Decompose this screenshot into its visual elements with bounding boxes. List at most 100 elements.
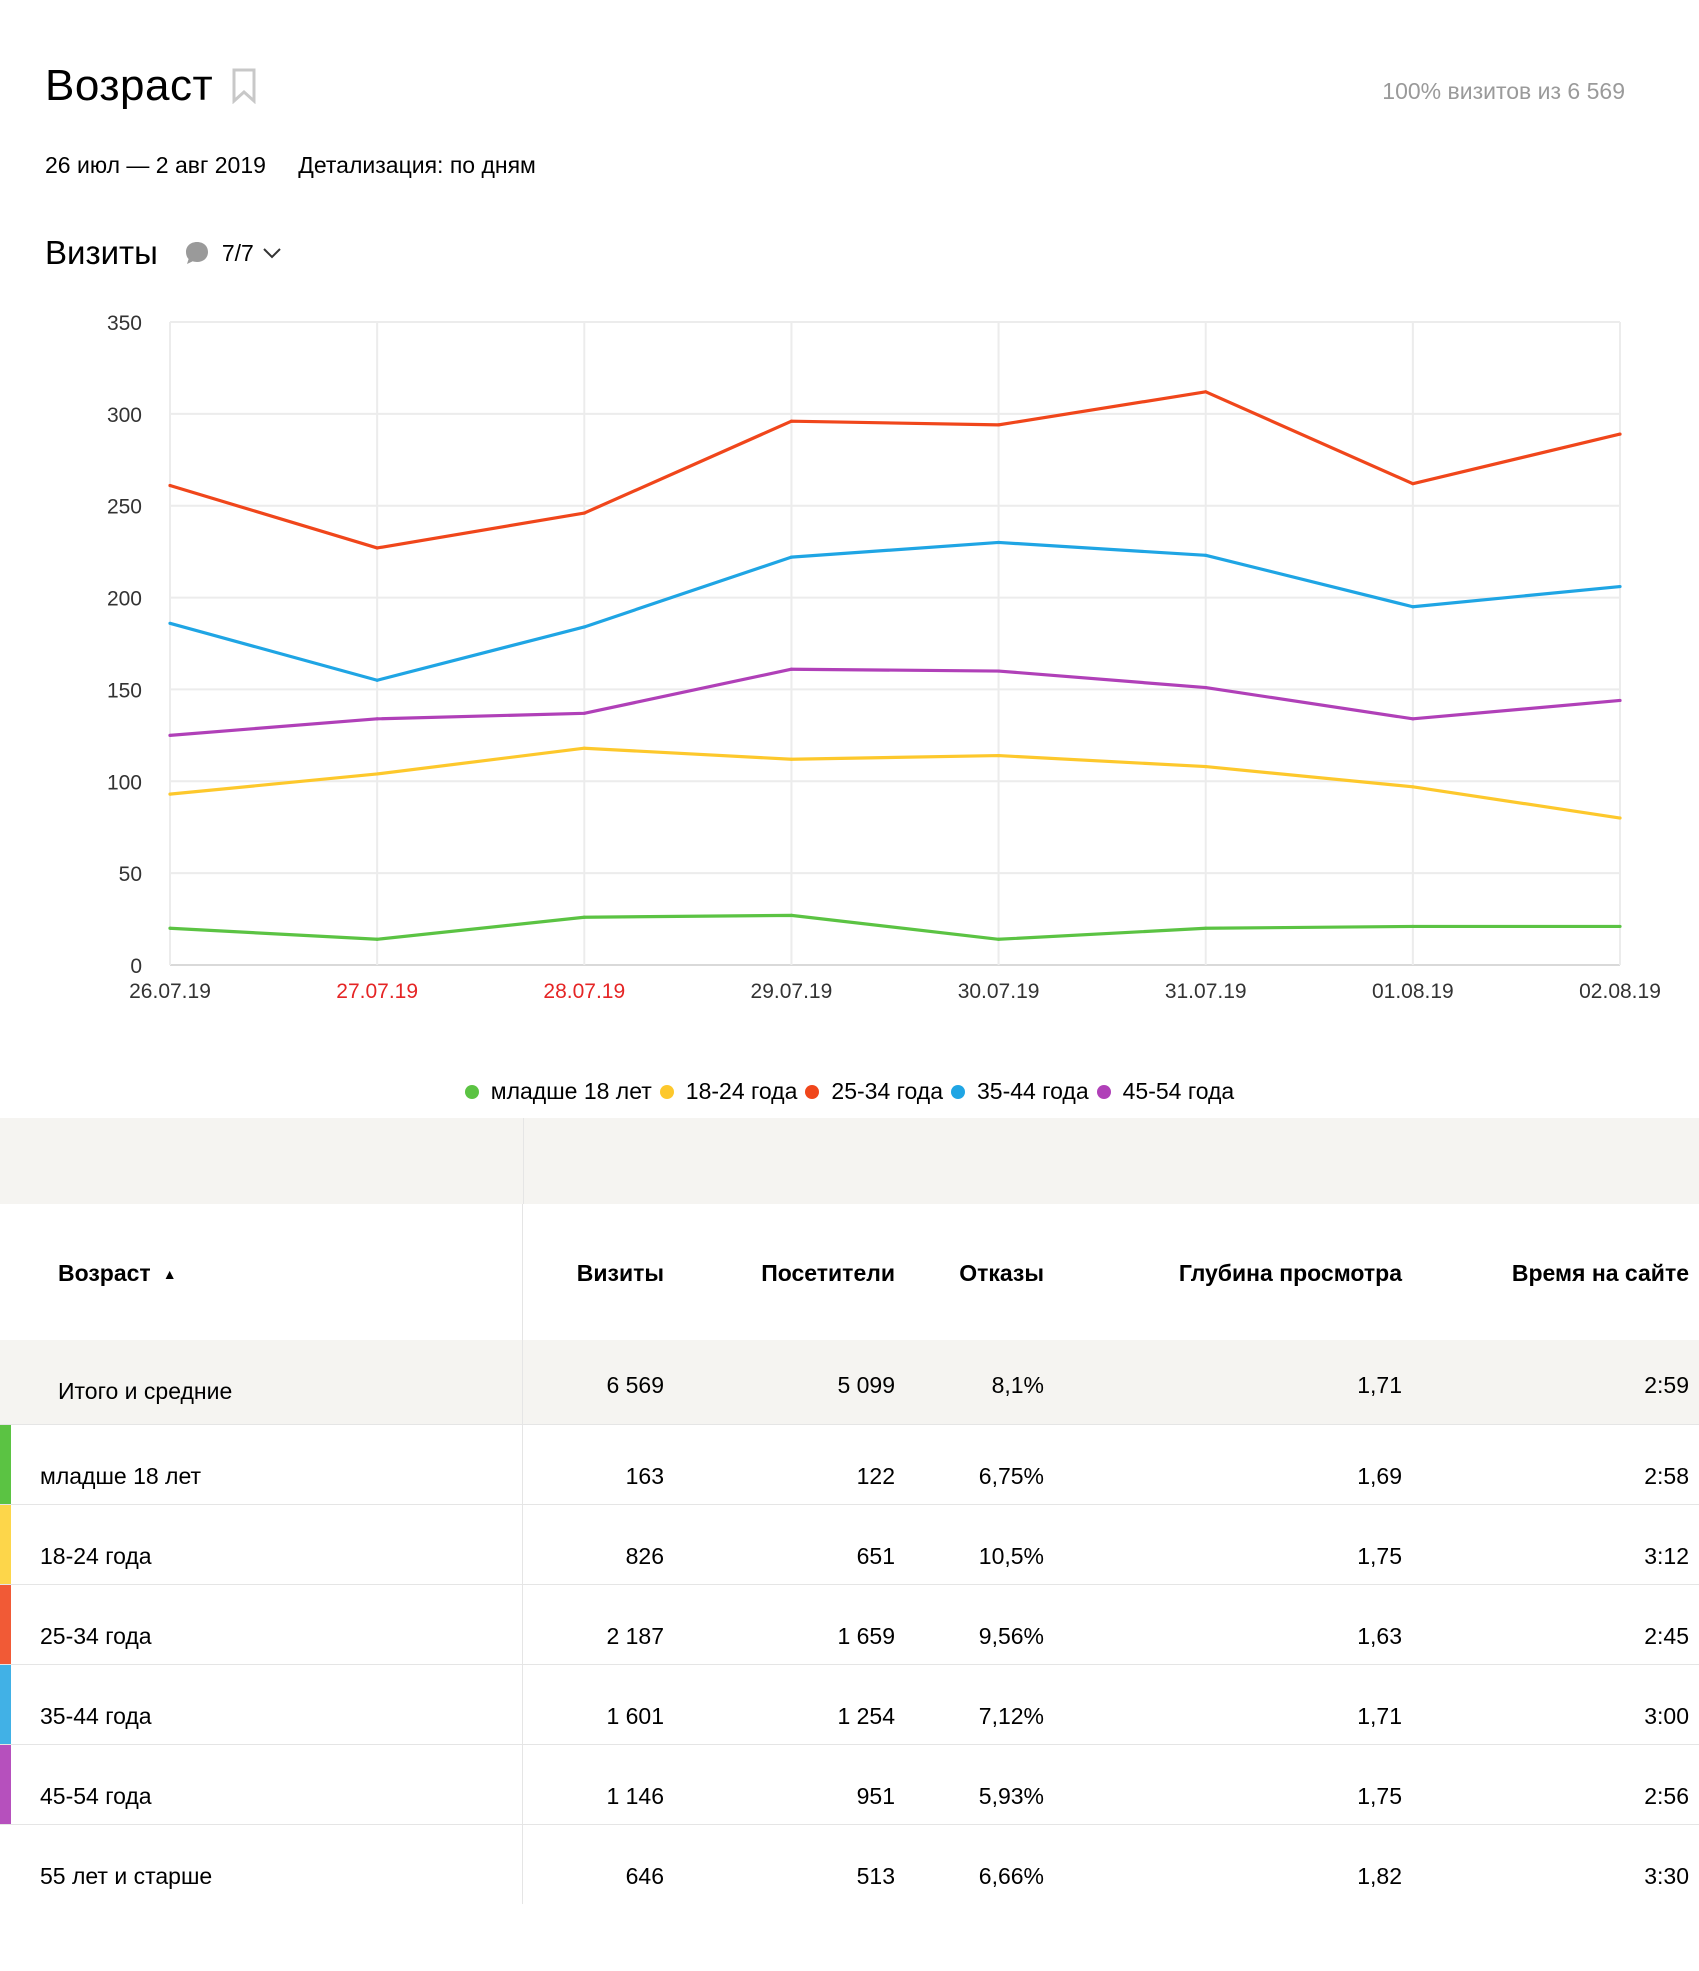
series-selector[interactable]: 7/7 — [184, 240, 282, 267]
table-row[interactable]: 35-44 года 1 601 1 254 7,12% 1,71 3:00 — [0, 1665, 1699, 1745]
metric-row: Визиты 7/7 — [45, 234, 282, 272]
legend-item[interactable]: 35-44 года — [951, 1078, 1089, 1105]
series-point[interactable] — [1618, 816, 1622, 820]
series-point[interactable] — [375, 717, 379, 721]
series-point[interactable] — [1618, 698, 1622, 703]
report-subline: 26 июл — 2 авг 2019 Детализация: по дням — [45, 152, 562, 179]
series-point[interactable] — [375, 937, 379, 941]
series-line[interactable] — [169, 540, 1621, 682]
y-tick-label: 50 — [119, 863, 142, 886]
series-point[interactable] — [168, 621, 172, 625]
series-point[interactable] — [1411, 924, 1415, 929]
legend-item[interactable]: 25-34 года — [805, 1078, 943, 1105]
date-range[interactable]: 26 июл — 2 авг 2019 — [45, 152, 266, 178]
total-visits: 6 569 — [606, 1372, 664, 1398]
series-point[interactable] — [789, 419, 794, 423]
series-point[interactable] — [1204, 926, 1208, 930]
row-color-marker[interactable] — [0, 1585, 11, 1664]
series-point[interactable] — [582, 711, 586, 715]
legend-item[interactable]: младше 18 лет — [464, 1078, 652, 1105]
series-point[interactable] — [789, 913, 794, 917]
series-point[interactable] — [168, 792, 172, 796]
series-point[interactable] — [1411, 717, 1415, 721]
column-header-depth[interactable]: Глубина просмотра — [1178, 1260, 1402, 1286]
series-point[interactable] — [375, 678, 379, 682]
series-point[interactable] — [582, 511, 586, 515]
series-point[interactable] — [996, 423, 1001, 427]
cell-depth: 1,75 — [1357, 1543, 1402, 1569]
series-point[interactable] — [168, 483, 172, 488]
cell-visits: 646 — [625, 1863, 664, 1889]
series-point[interactable] — [1204, 764, 1208, 769]
series-line[interactable] — [169, 667, 1621, 737]
legend-dot-icon — [951, 1084, 966, 1099]
visits-line-chart: 0 50 100 150 200 250 300 350 26.07.19 27.07.19 28.… — [107, 312, 1661, 1003]
series-point[interactable] — [168, 733, 172, 737]
legend-label: 45-54 года — [1122, 1078, 1235, 1104]
row-label: 25-34 года — [40, 1623, 152, 1649]
column-header-bounces[interactable]: Отказы — [959, 1260, 1044, 1286]
table-row[interactable]: 18-24 года 826 651 10,5% 1,75 3:12 — [0, 1505, 1699, 1585]
row-color-marker[interactable] — [0, 1505, 11, 1584]
table-row[interactable]: 25-34 года 2 187 1 659 9,56% 1,63 2:45 — [0, 1585, 1699, 1665]
series-point[interactable] — [789, 757, 794, 761]
cell-bounces: 6,75% — [978, 1463, 1044, 1489]
table-row[interactable]: младше 18 лет 163 122 6,75% 1,69 2:58 — [0, 1425, 1699, 1505]
column-header-visits[interactable]: Визиты — [576, 1260, 664, 1286]
series-line[interactable] — [169, 913, 1620, 941]
y-tick-label: 250 — [107, 496, 142, 519]
row-color-marker[interactable] — [0, 1425, 11, 1504]
cell-depth: 1,75 — [1357, 1783, 1402, 1809]
cell-depth: 1,71 — [1357, 1703, 1402, 1729]
series-line[interactable] — [169, 390, 1621, 550]
series-point[interactable] — [996, 540, 1001, 545]
series-point[interactable] — [1204, 553, 1208, 557]
series-line[interactable] — [169, 746, 1621, 820]
series-point[interactable] — [1411, 605, 1415, 609]
row-label: 35-44 года — [40, 1703, 152, 1729]
legend-dot-icon — [659, 1084, 674, 1099]
cell-time: 2:58 — [1644, 1463, 1689, 1489]
x-tick-label: 01.08.19 — [1372, 980, 1454, 1003]
row-color-marker[interactable] — [0, 1825, 11, 1904]
metric-title[interactable]: Визиты — [45, 234, 158, 271]
series-point[interactable] — [996, 669, 1001, 673]
table-row[interactable]: 55 лет и старше 646 513 6,66% 1,82 3:30 — [0, 1825, 1699, 1904]
series-point[interactable] — [1411, 482, 1415, 486]
column-header-time[interactable]: Время на сайте — [1511, 1260, 1689, 1286]
series-point[interactable] — [375, 772, 379, 776]
column-header-visitors[interactable]: Посетители — [761, 1260, 895, 1286]
series-point[interactable] — [789, 555, 794, 559]
series-point[interactable] — [168, 926, 172, 930]
total-label: Итого и средние — [58, 1378, 233, 1404]
cell-bounces: 5,93% — [978, 1783, 1044, 1809]
series-point[interactable] — [582, 746, 586, 750]
cell-visitors: 1 254 — [837, 1703, 895, 1729]
legend-label: младше 18 лет — [490, 1078, 652, 1104]
series-point[interactable] — [1411, 785, 1415, 789]
series-point[interactable] — [1618, 584, 1622, 589]
series-point[interactable] — [375, 546, 379, 550]
row-color-marker[interactable] — [0, 1745, 11, 1824]
series-point[interactable] — [582, 915, 586, 919]
total-bounces: 8,1% — [991, 1372, 1044, 1398]
series-point[interactable] — [1618, 924, 1622, 929]
column-header-age[interactable]: Возраст ▲ — [58, 1260, 177, 1286]
table-row[interactable]: 45-54 года 1 146 951 5,93% 1,75 2:56 — [0, 1745, 1699, 1825]
x-tick-label: 29.07.19 — [751, 980, 833, 1003]
series-point[interactable] — [582, 625, 586, 629]
cell-visits: 2 187 — [606, 1623, 664, 1649]
series-point[interactable] — [996, 753, 1001, 758]
table-toolbar — [0, 1118, 1699, 1204]
detail-selector[interactable]: Детализация: по дням — [298, 152, 536, 178]
series-point[interactable] — [1204, 685, 1208, 690]
series-point[interactable] — [1204, 390, 1208, 394]
bookmark-icon[interactable] — [231, 68, 257, 104]
series-point[interactable] — [1618, 432, 1622, 436]
y-tick-label: 200 — [107, 588, 142, 611]
series-point[interactable] — [789, 667, 794, 671]
row-color-marker[interactable] — [0, 1665, 11, 1744]
legend-item[interactable]: 18-24 года — [659, 1078, 797, 1105]
legend-item[interactable]: 45-54 года — [1096, 1078, 1235, 1105]
series-point[interactable] — [996, 937, 1001, 941]
